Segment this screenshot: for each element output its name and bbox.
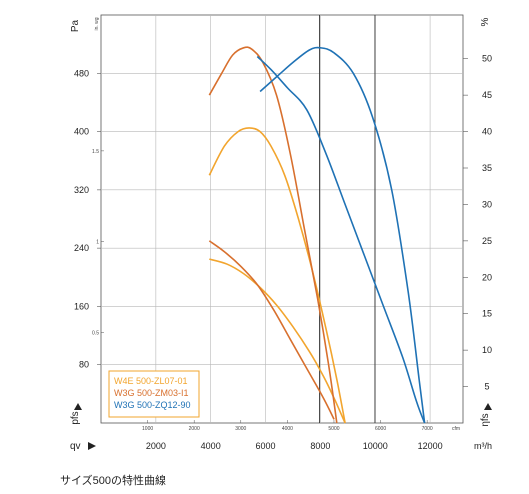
y-right-tick-label: 50 <box>482 54 492 64</box>
y-left-tick-label: 480 <box>74 68 89 78</box>
limit-lines <box>319 15 376 423</box>
y-left-tick-label: 320 <box>74 185 89 195</box>
y-right-tick-label: 25 <box>482 236 492 246</box>
x-cfm-unit: cfm <box>452 426 460 432</box>
y-right-tick-label: 40 <box>482 127 492 137</box>
y-right-arrow <box>484 403 492 410</box>
y-left-unit: Pa <box>70 19 81 32</box>
y-right-tick-label: 35 <box>482 163 492 173</box>
y-left-tick-label: 400 <box>74 127 89 137</box>
x-cfm-tick-label: 4000 <box>282 426 293 432</box>
y-left-arrow <box>74 403 82 410</box>
x-cfm-tick-label: 2000 <box>189 426 200 432</box>
y-right-tick-label: 15 <box>482 309 492 319</box>
x-cfm-tick-label: 1000 <box>142 426 153 432</box>
legend-entry-w3g-zq12: W3G 500-ZQ12-90 <box>114 400 191 410</box>
pressure-curve-series-1 <box>208 46 338 424</box>
x-arrow <box>88 442 96 450</box>
y-right-tick-label: 20 <box>482 272 492 282</box>
axis-labels: Pa in. wg pfs % ηfs qv m³/h cfm <box>70 17 492 452</box>
y-inh2o-tick-label: 1 <box>96 240 99 246</box>
curves <box>208 46 426 424</box>
x-cfm-tick-label: 3000 <box>235 426 246 432</box>
y-right-tick-label: 45 <box>482 90 492 100</box>
ticks: 2000 4000 6000 8000 10000 1200080160240320400… <box>74 54 492 451</box>
y-right-unit: % <box>480 17 491 26</box>
efficiency-curve-series-0 <box>209 258 346 424</box>
x-label: qv <box>70 441 81 452</box>
plot-frame <box>100 14 464 424</box>
y-left-label: pfs <box>70 411 81 424</box>
y-left-tick-label: 240 <box>74 243 89 253</box>
y-inh2o-tick-label: 0.5 <box>92 330 99 336</box>
efficiency-curve-series-2 <box>259 46 426 424</box>
pressure-curve-series-0 <box>208 127 346 424</box>
y-right-tick-label: 10 <box>482 345 492 355</box>
y-left-tick-label: 160 <box>74 301 89 311</box>
x-cfm-tick-label: 6000 <box>375 426 386 432</box>
pressure-curve-series-2 <box>256 55 426 424</box>
legend: W4E 500-ZL07-01 W3G 500-ZM03-I1 W3G 500-… <box>108 370 200 418</box>
efficiency-curve-series-1 <box>208 240 335 420</box>
y-right-label: ηfs <box>480 413 491 426</box>
chart-caption: サイズ500の特性曲線 <box>60 475 167 487</box>
y-inh2o-tick-label: 1.5 <box>92 149 99 155</box>
legend-entry-w4e: W4E 500-ZL07-01 <box>114 376 188 386</box>
x-cfm-tick-label: 7000 <box>422 426 433 432</box>
legend-box <box>108 370 200 418</box>
x-tick-label: 10000 <box>363 441 388 451</box>
x-cfm-tick-label: 5000 <box>328 426 339 432</box>
y-right-tick-label: 5 <box>484 382 489 392</box>
x-unit: m³/h <box>474 441 492 451</box>
x-tick-label: 2000 <box>146 441 166 451</box>
x-tick-label: 12000 <box>418 441 443 451</box>
x-tick-label: 4000 <box>201 441 221 451</box>
y-right-tick-label: 30 <box>482 199 492 209</box>
x-tick-label: 8000 <box>310 441 330 451</box>
legend-entry-w3g-zm03: W3G 500-ZM03-I1 <box>114 388 189 398</box>
x-tick-label: 6000 <box>256 441 276 451</box>
y-inh2o-unit: in. wg <box>94 17 100 30</box>
y-left-tick-label: 80 <box>79 360 89 370</box>
